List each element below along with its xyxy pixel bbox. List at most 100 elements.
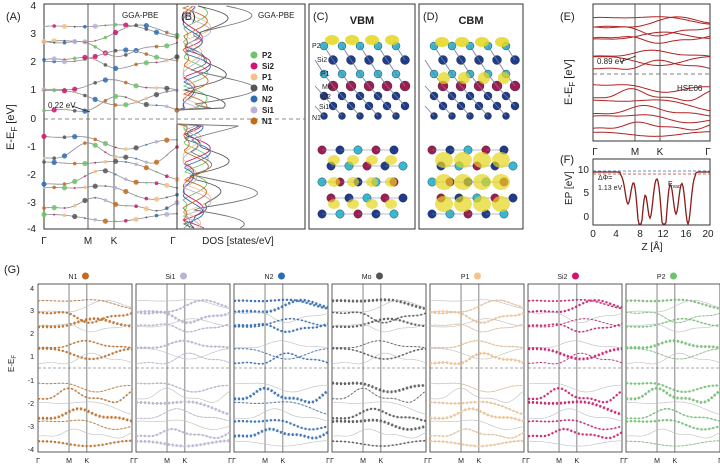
legend-marker	[250, 95, 258, 103]
band-projection-dot	[102, 140, 108, 147]
charge-lobe	[454, 196, 472, 212]
band-projection-dot	[143, 60, 149, 66]
band-projection	[332, 387, 427, 403]
band-projection-dot	[92, 23, 98, 29]
panel-a-kpoints: Γ M K Γ	[41, 236, 176, 247]
panel-d-title: CBM	[458, 15, 483, 27]
band-projection-dot	[61, 185, 68, 191]
bond	[487, 95, 498, 107]
band-projection-dot	[63, 207, 66, 209]
band-projection-dot	[83, 93, 87, 98]
band-line	[430, 401, 525, 415]
subplot-title-marker	[375, 272, 383, 280]
band-projection-dot	[83, 24, 87, 29]
band-projection-dot	[155, 209, 158, 212]
band-line	[331, 428, 427, 439]
panel-a-ytick: 3	[30, 29, 36, 40]
panel-a-yticks: 4 3 2 1 0 -1 -2 -3 -4	[27, 1, 36, 235]
panel-f-xticks: 0 4 8 12 16 20	[590, 229, 714, 240]
subplot-title-marker	[473, 272, 481, 280]
band-projection-dot	[144, 196, 149, 201]
band-projection-dot	[165, 58, 169, 63]
band-line	[430, 348, 525, 360]
subplot-kpoint: K	[183, 458, 188, 465]
band-line	[592, 84, 710, 93]
panel-g-ytick: 2	[30, 331, 34, 338]
bond	[442, 85, 453, 97]
band-projection-dot	[113, 201, 119, 207]
band-line	[136, 440, 231, 447]
band-projection-dot	[164, 43, 170, 49]
panel-c-atom-labels: P2 Si2 P1 Mo N2 Si1 N1	[312, 43, 332, 122]
band-line	[332, 401, 427, 415]
charge-lobe	[435, 174, 453, 190]
bond	[332, 105, 343, 117]
bond	[442, 59, 453, 75]
atom	[398, 193, 408, 203]
band-projection-dot	[144, 27, 149, 31]
bond	[395, 45, 406, 61]
band-projection-dot	[73, 147, 76, 150]
bond	[505, 45, 516, 61]
bond	[341, 95, 352, 107]
band-projection	[234, 386, 329, 404]
band-projection-dot	[53, 213, 56, 216]
charge-lobe	[385, 155, 397, 165]
charge-lobe	[385, 177, 397, 187]
band-projection-dot	[92, 142, 98, 148]
subplot-kpoint: Γ	[130, 458, 134, 465]
band-projection-dot	[113, 23, 118, 27]
band-line	[625, 428, 720, 439]
panel-f-potential-curve	[593, 171, 710, 227]
bond	[332, 85, 343, 97]
band-projection	[626, 348, 720, 360]
band-projection-dot	[155, 104, 158, 107]
band-projection	[135, 382, 231, 393]
band-line	[332, 440, 427, 447]
subplot-title-marker	[179, 272, 187, 280]
panel-a-ytick: 0	[30, 114, 36, 125]
bond	[368, 59, 379, 75]
panel-g-ytick: 3	[30, 308, 34, 315]
band-projection-dot	[165, 174, 169, 178]
band-projection-dot	[114, 79, 117, 81]
panel-a-ylabel: E-EF [eV]	[5, 104, 19, 150]
panel-f-xtick: 16	[680, 229, 692, 240]
panel-g-yticks: 4 3 2 1 0 -1 -2 -3 -4	[28, 286, 34, 454]
bond	[424, 85, 435, 97]
bond	[442, 105, 453, 117]
band-line	[37, 299, 133, 313]
band-projection	[331, 381, 427, 394]
band-projection-dot	[135, 157, 138, 160]
band-projection-dot	[63, 162, 66, 165]
bond	[332, 59, 343, 75]
band-projection-dot	[52, 24, 56, 28]
panel-f-xlabel: Z [Å]	[641, 240, 662, 253]
band-line	[43, 161, 178, 180]
panel-b: (B) GGA-PBE P2 Si2 P1 Mo N2 Si1 N1 DOS [states…	[176, 3, 306, 247]
band-projection-dot	[165, 90, 168, 93]
band-line	[625, 352, 720, 365]
panel-e-gap: 0.89 eV	[597, 57, 625, 66]
panel-g-ytick: 1	[30, 354, 34, 361]
panel-a-tag: (A)	[6, 11, 21, 23]
band-projection	[429, 311, 525, 324]
band-line	[233, 408, 329, 422]
panel-f-delta: ΔΦ=	[598, 175, 612, 182]
band-projection-dot	[73, 25, 76, 28]
band-projection-dot	[113, 103, 118, 107]
bond	[433, 45, 444, 61]
band-projection-dot	[103, 198, 108, 202]
panel-a: (A) GGA-PBE 0.22 eV 4 3 2 1 0 -1 -2 -3 -…	[5, 1, 180, 247]
band-projection-dot	[123, 22, 129, 28]
bond	[496, 59, 507, 75]
band-projection-dot	[153, 29, 160, 35]
subplot-title: P1	[461, 274, 470, 281]
band-projection-dot	[92, 96, 98, 102]
charge-lobe	[366, 155, 378, 165]
band-projection-dot	[93, 45, 97, 49]
subplot-title: N2	[265, 274, 274, 281]
band-projection	[429, 407, 525, 423]
band-projection	[135, 352, 231, 365]
band-projection-dot	[72, 86, 78, 92]
